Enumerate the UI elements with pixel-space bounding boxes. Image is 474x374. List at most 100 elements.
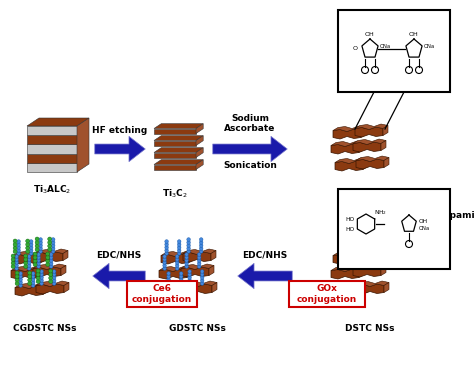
- Circle shape: [167, 278, 170, 281]
- Text: ONa: ONa: [380, 43, 391, 49]
- Polygon shape: [183, 249, 216, 254]
- Circle shape: [167, 275, 170, 278]
- Circle shape: [13, 246, 17, 250]
- Polygon shape: [11, 266, 44, 272]
- Circle shape: [19, 278, 22, 281]
- Circle shape: [177, 243, 181, 246]
- Circle shape: [200, 238, 203, 241]
- Polygon shape: [209, 266, 214, 276]
- Polygon shape: [359, 142, 364, 153]
- Polygon shape: [335, 161, 363, 171]
- Circle shape: [175, 258, 179, 261]
- Polygon shape: [35, 249, 68, 254]
- Polygon shape: [27, 154, 77, 163]
- Circle shape: [48, 240, 52, 245]
- Text: STC NSs: STC NSs: [349, 199, 391, 208]
- Circle shape: [49, 269, 53, 273]
- Circle shape: [201, 273, 204, 276]
- Circle shape: [185, 262, 188, 265]
- Circle shape: [35, 248, 39, 251]
- Circle shape: [19, 281, 22, 284]
- Circle shape: [46, 259, 50, 263]
- Polygon shape: [163, 283, 196, 288]
- Circle shape: [29, 243, 33, 246]
- Circle shape: [201, 279, 204, 282]
- Circle shape: [51, 238, 55, 241]
- Circle shape: [26, 249, 30, 254]
- Polygon shape: [363, 285, 368, 294]
- Text: ONa: ONa: [419, 226, 430, 230]
- Text: DSTC NSs: DSTC NSs: [345, 324, 395, 333]
- Polygon shape: [381, 141, 386, 150]
- FancyBboxPatch shape: [338, 10, 450, 92]
- Circle shape: [13, 249, 17, 254]
- Circle shape: [49, 256, 53, 259]
- Polygon shape: [39, 267, 44, 278]
- Polygon shape: [13, 251, 46, 257]
- Circle shape: [31, 275, 35, 278]
- Circle shape: [36, 276, 40, 280]
- Circle shape: [51, 247, 55, 250]
- Polygon shape: [384, 157, 389, 168]
- Circle shape: [187, 244, 191, 247]
- Circle shape: [177, 249, 181, 252]
- Circle shape: [197, 265, 201, 268]
- Circle shape: [40, 276, 44, 279]
- Circle shape: [36, 273, 40, 276]
- Circle shape: [175, 264, 179, 267]
- Polygon shape: [361, 128, 366, 138]
- Polygon shape: [187, 267, 192, 278]
- Circle shape: [29, 249, 33, 252]
- Circle shape: [201, 276, 204, 279]
- Circle shape: [53, 279, 56, 282]
- Polygon shape: [331, 144, 359, 154]
- Text: HO: HO: [346, 227, 355, 232]
- Circle shape: [36, 279, 40, 283]
- Circle shape: [53, 273, 56, 276]
- Polygon shape: [154, 129, 196, 134]
- Circle shape: [197, 259, 201, 262]
- Circle shape: [26, 246, 30, 250]
- Circle shape: [15, 282, 19, 285]
- Circle shape: [15, 271, 19, 275]
- Circle shape: [46, 263, 50, 267]
- Circle shape: [27, 282, 32, 285]
- Circle shape: [35, 237, 39, 241]
- Polygon shape: [163, 286, 191, 296]
- Polygon shape: [196, 124, 203, 134]
- Circle shape: [39, 241, 42, 244]
- Polygon shape: [154, 124, 203, 129]
- Polygon shape: [43, 285, 48, 294]
- Circle shape: [179, 284, 183, 287]
- Circle shape: [51, 244, 55, 247]
- Circle shape: [167, 281, 170, 284]
- FancyBboxPatch shape: [127, 281, 197, 307]
- Text: Dopamine: Dopamine: [436, 211, 474, 220]
- Polygon shape: [33, 264, 66, 270]
- Circle shape: [48, 237, 52, 241]
- Circle shape: [37, 256, 40, 259]
- Circle shape: [201, 282, 204, 285]
- Circle shape: [15, 278, 19, 282]
- Circle shape: [53, 282, 56, 285]
- Circle shape: [165, 240, 168, 243]
- Circle shape: [187, 238, 191, 241]
- Circle shape: [11, 254, 15, 258]
- Text: GOx
conjugation: GOx conjugation: [297, 284, 357, 304]
- Circle shape: [15, 255, 18, 258]
- Polygon shape: [384, 282, 389, 292]
- Polygon shape: [333, 129, 361, 139]
- Circle shape: [11, 261, 15, 265]
- Circle shape: [200, 244, 203, 247]
- Circle shape: [37, 259, 40, 262]
- Circle shape: [175, 267, 179, 270]
- Polygon shape: [211, 251, 216, 261]
- Polygon shape: [36, 281, 69, 286]
- Circle shape: [49, 276, 53, 280]
- Circle shape: [49, 265, 53, 268]
- Polygon shape: [356, 159, 384, 169]
- Circle shape: [188, 276, 191, 279]
- Polygon shape: [154, 153, 196, 157]
- Circle shape: [39, 238, 42, 241]
- Polygon shape: [27, 163, 77, 172]
